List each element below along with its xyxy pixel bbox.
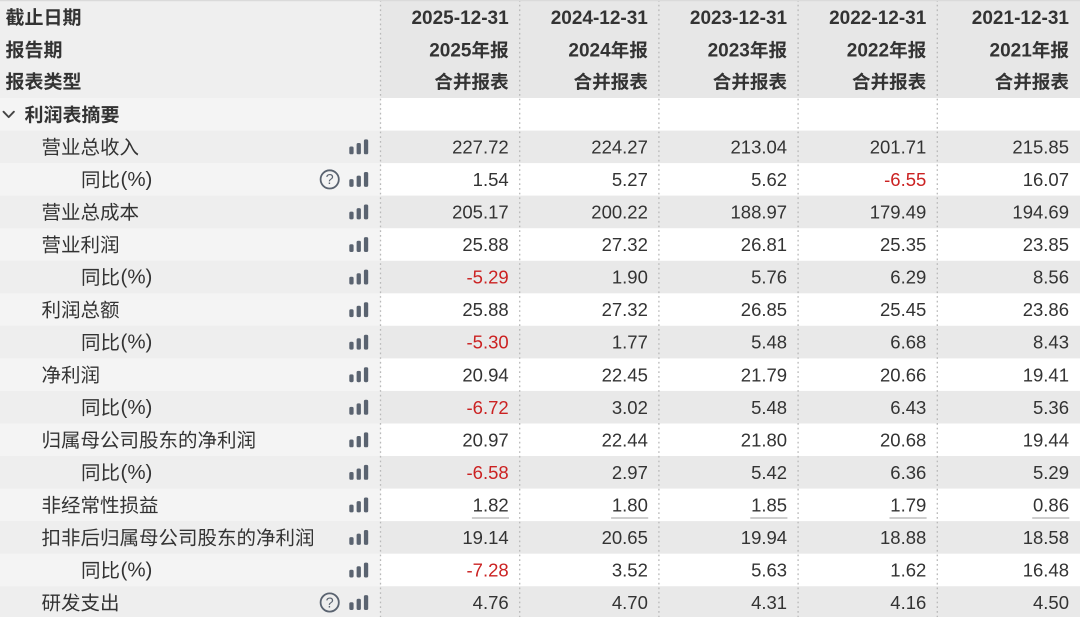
svg-text:5.42: 5.42	[751, 462, 787, 483]
svg-text:3.52: 3.52	[612, 560, 648, 581]
svg-text:25.88: 25.88	[462, 234, 508, 255]
svg-text:2022: 2022	[847, 40, 889, 61]
svg-text:16.48: 16.48	[1023, 560, 1069, 581]
svg-text:18.58: 18.58	[1023, 527, 1069, 548]
svg-text:4.16: 4.16	[890, 592, 926, 613]
svg-text:224.27: 224.27	[591, 136, 648, 157]
svg-text:?: ?	[326, 172, 334, 188]
svg-text:5.62: 5.62	[751, 169, 787, 190]
svg-text:1.85: 1.85	[751, 495, 787, 516]
svg-text:27.32: 27.32	[602, 234, 648, 255]
svg-text:-6.55: -6.55	[884, 169, 926, 190]
svg-text:20.97: 20.97	[462, 429, 508, 450]
svg-text:2023: 2023	[708, 40, 750, 61]
svg-text:(%): (%)	[121, 461, 153, 484]
svg-text:194.69: 194.69	[1012, 202, 1069, 223]
svg-text:5.27: 5.27	[612, 169, 648, 190]
svg-text:(%): (%)	[121, 396, 153, 419]
svg-text:6.29: 6.29	[890, 267, 926, 288]
svg-text:20.94: 20.94	[462, 364, 508, 385]
svg-text:1.80: 1.80	[612, 495, 648, 516]
svg-text:3.02: 3.02	[612, 397, 648, 418]
svg-text:4.31: 4.31	[751, 592, 787, 613]
svg-text:6.68: 6.68	[890, 332, 926, 353]
svg-text:188.97: 188.97	[731, 202, 788, 223]
svg-text:?: ?	[326, 595, 334, 611]
svg-text:-5.30: -5.30	[467, 332, 509, 353]
svg-text:(%): (%)	[121, 168, 153, 191]
svg-text:25.45: 25.45	[880, 299, 926, 320]
svg-text:8.56: 8.56	[1033, 267, 1069, 288]
svg-text:4.70: 4.70	[612, 592, 648, 613]
svg-text:25.35: 25.35	[880, 234, 926, 255]
svg-text:19.44: 19.44	[1023, 429, 1069, 450]
svg-text:1.54: 1.54	[473, 169, 509, 190]
svg-text:205.17: 205.17	[452, 202, 509, 223]
svg-text:2025-12-31: 2025-12-31	[411, 8, 509, 29]
svg-text:2022-12-31: 2022-12-31	[829, 8, 927, 29]
svg-text:-5.29: -5.29	[467, 267, 509, 288]
svg-text:201.71: 201.71	[870, 136, 927, 157]
svg-text:22.44: 22.44	[602, 429, 648, 450]
svg-text:27.32: 27.32	[602, 299, 648, 320]
svg-text:5.63: 5.63	[751, 560, 787, 581]
svg-text:5.29: 5.29	[1033, 462, 1069, 483]
svg-text:4.76: 4.76	[473, 592, 509, 613]
svg-text:5.76: 5.76	[751, 267, 787, 288]
svg-text:25.88: 25.88	[462, 299, 508, 320]
svg-text:1.90: 1.90	[612, 267, 648, 288]
svg-text:2024-12-31: 2024-12-31	[551, 8, 649, 29]
svg-text:2021-12-31: 2021-12-31	[972, 8, 1070, 29]
svg-text:2.97: 2.97	[612, 462, 648, 483]
svg-text:0.86: 0.86	[1033, 495, 1069, 516]
svg-text:(%): (%)	[121, 266, 153, 289]
svg-text:8.43: 8.43	[1033, 332, 1069, 353]
svg-text:2021: 2021	[990, 40, 1033, 61]
svg-text:19.14: 19.14	[462, 527, 508, 548]
svg-text:4.50: 4.50	[1033, 592, 1069, 613]
svg-text:179.49: 179.49	[870, 202, 927, 223]
svg-text:-7.28: -7.28	[467, 560, 509, 581]
svg-text:1.77: 1.77	[612, 332, 648, 353]
svg-text:227.72: 227.72	[452, 136, 509, 157]
svg-text:23.85: 23.85	[1023, 234, 1069, 255]
svg-text:21.79: 21.79	[741, 364, 787, 385]
svg-text:20.66: 20.66	[880, 364, 926, 385]
svg-text:26.85: 26.85	[741, 299, 787, 320]
svg-text:20.68: 20.68	[880, 429, 926, 450]
svg-text:26.81: 26.81	[741, 234, 787, 255]
svg-text:21.80: 21.80	[741, 429, 787, 450]
svg-text:6.43: 6.43	[890, 397, 926, 418]
svg-text:6.36: 6.36	[890, 462, 926, 483]
svg-text:215.85: 215.85	[1012, 136, 1069, 157]
svg-text:200.22: 200.22	[591, 202, 648, 223]
svg-text:5.48: 5.48	[751, 332, 787, 353]
svg-text:(%): (%)	[121, 331, 153, 354]
svg-text:213.04: 213.04	[731, 136, 788, 157]
svg-text:1.82: 1.82	[473, 495, 509, 516]
svg-text:1.79: 1.79	[890, 495, 926, 516]
svg-text:22.45: 22.45	[602, 364, 648, 385]
svg-text:-6.72: -6.72	[467, 397, 509, 418]
svg-text:19.41: 19.41	[1023, 364, 1069, 385]
svg-text:(%): (%)	[121, 559, 153, 582]
svg-text:2024: 2024	[568, 40, 611, 61]
svg-text:2023-12-31: 2023-12-31	[690, 8, 788, 29]
svg-text:23.86: 23.86	[1023, 299, 1069, 320]
svg-text:20.65: 20.65	[602, 527, 648, 548]
svg-text:5.36: 5.36	[1033, 397, 1069, 418]
svg-text:5.48: 5.48	[751, 397, 787, 418]
svg-text:16.07: 16.07	[1023, 169, 1069, 190]
svg-text:-6.58: -6.58	[467, 462, 509, 483]
svg-text:19.94: 19.94	[741, 527, 787, 548]
svg-text:1.62: 1.62	[890, 560, 926, 581]
svg-text:18.88: 18.88	[880, 527, 926, 548]
svg-text:2025: 2025	[429, 40, 472, 61]
